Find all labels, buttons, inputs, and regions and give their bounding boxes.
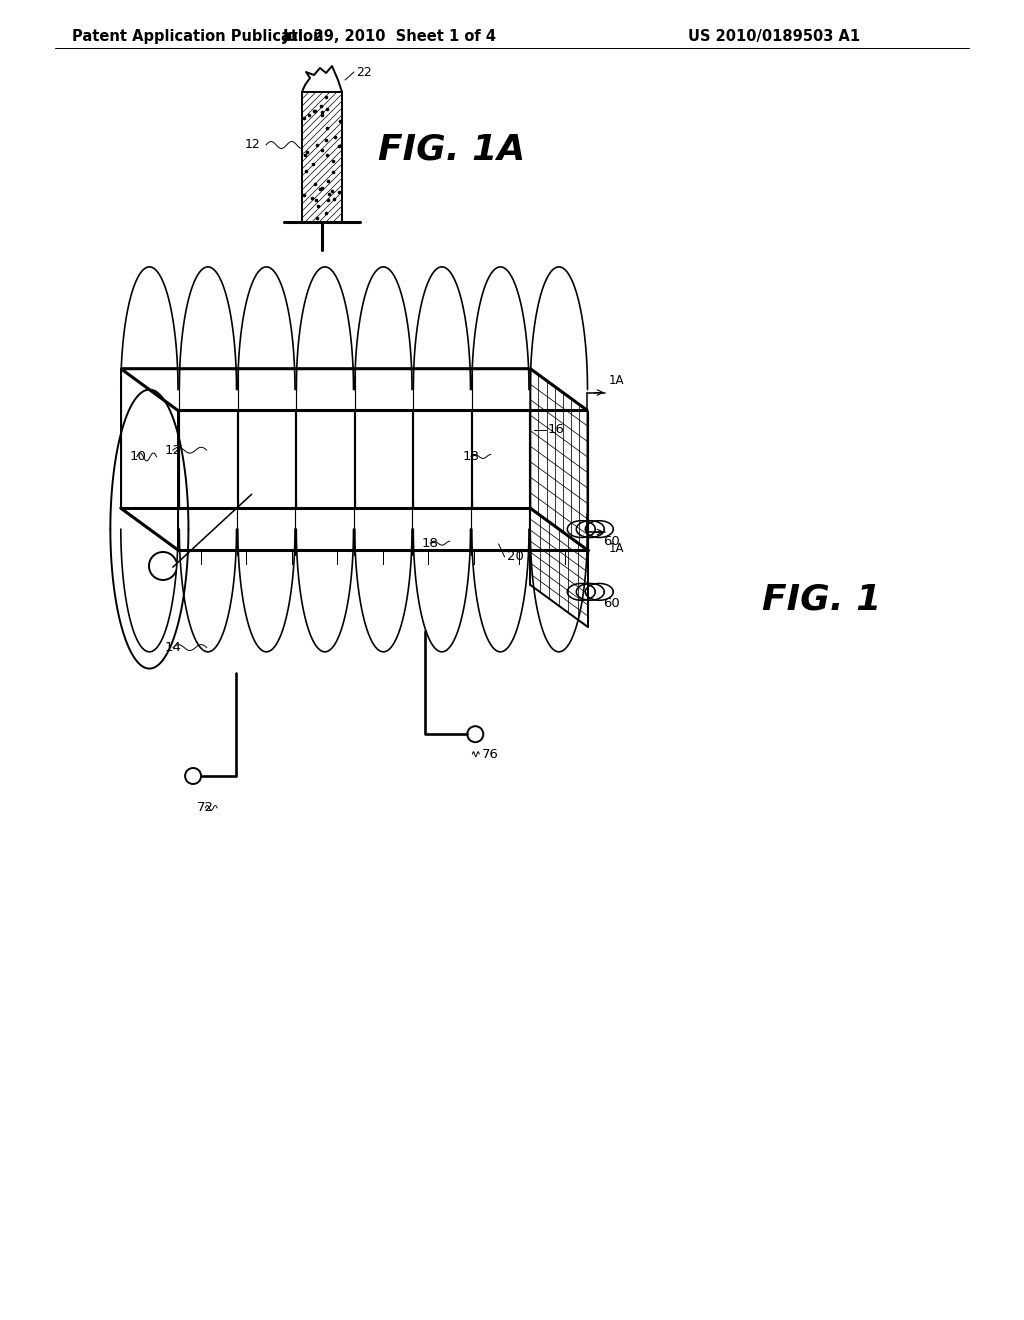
Text: 16: 16: [548, 424, 564, 436]
Bar: [302, 92, 342, 222]
Text: 72: 72: [198, 801, 214, 814]
Text: 1A: 1A: [609, 543, 625, 554]
Text: 18: 18: [463, 450, 480, 463]
Text: 12: 12: [245, 139, 260, 152]
Text: 14: 14: [165, 642, 181, 655]
Text: Jul. 29, 2010  Sheet 1 of 4: Jul. 29, 2010 Sheet 1 of 4: [283, 29, 497, 44]
Text: 60: 60: [603, 535, 620, 548]
Text: 12: 12: [165, 444, 182, 457]
Text: 10: 10: [130, 450, 146, 463]
Text: 20: 20: [507, 550, 523, 564]
Text: 22: 22: [356, 66, 372, 78]
Text: FIG. 1A: FIG. 1A: [378, 133, 525, 168]
Text: 1A: 1A: [609, 374, 625, 387]
Text: 60: 60: [603, 598, 620, 610]
Text: FIG. 1: FIG. 1: [762, 583, 882, 616]
Text: 18: 18: [422, 537, 439, 549]
Text: Patent Application Publication: Patent Application Publication: [72, 29, 324, 44]
Text: 76: 76: [482, 747, 499, 760]
Text: US 2010/0189503 A1: US 2010/0189503 A1: [688, 29, 860, 44]
